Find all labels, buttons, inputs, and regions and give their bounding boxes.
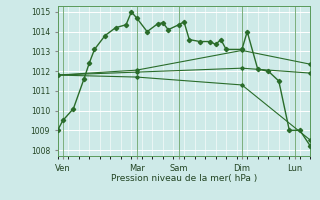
- X-axis label: Pression niveau de la mer( hPa ): Pression niveau de la mer( hPa ): [111, 174, 257, 183]
